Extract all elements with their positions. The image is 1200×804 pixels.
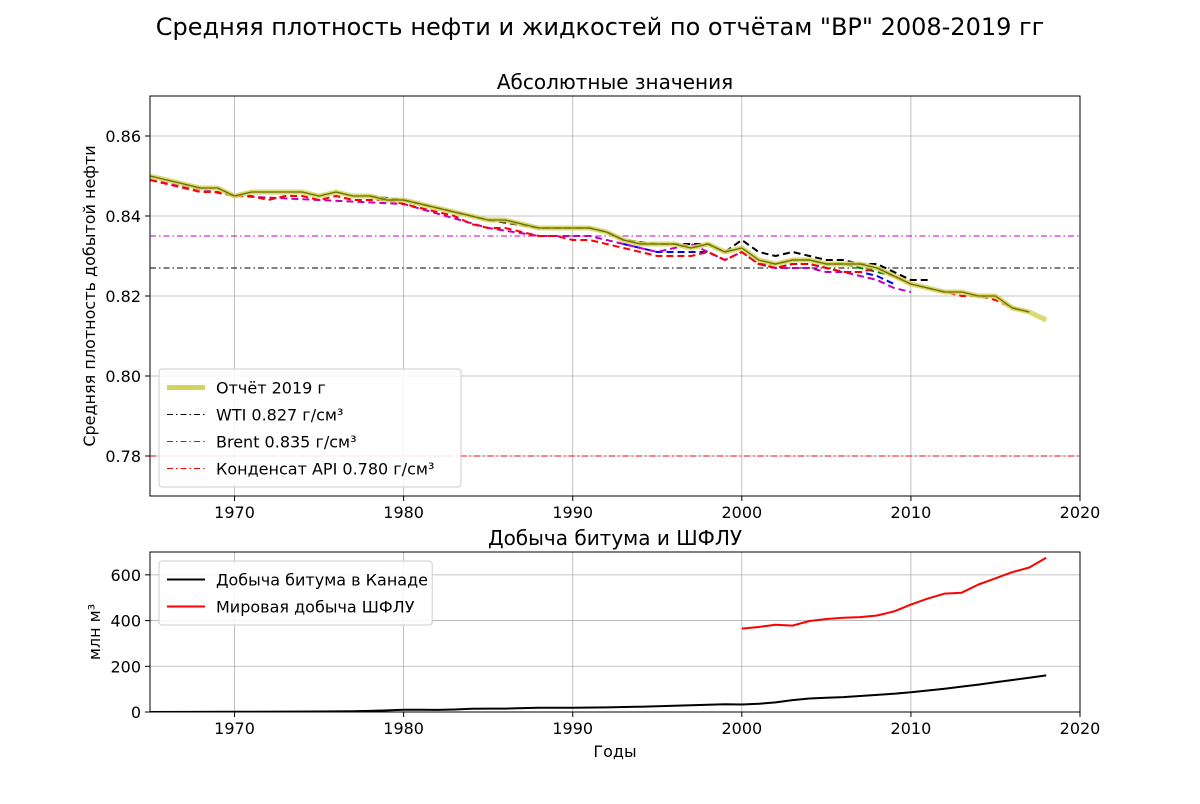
legend: Отчёт 2019 г WTI 0.827 г/см³ Brent 0.835 г… <box>158 368 462 488</box>
series-line-7 <box>150 175 1030 313</box>
x-tick-label: 2010 <box>891 503 932 522</box>
x-tick-label: 1990 <box>552 719 593 738</box>
legend-label: Отчёт 2019 г <box>216 379 326 398</box>
y-tick-label: 0.86 <box>105 127 141 146</box>
legend-label: Конденсат API 0.780 г/см³ <box>216 460 434 479</box>
chart-panel-1: 1970 1980 1990 2000 2010 2020 0.78 0.80 0.82 0.84… <box>80 70 1100 522</box>
x-tick-label: 1980 <box>383 503 424 522</box>
legend-label: WTI 0.827 г/см³ <box>216 406 343 425</box>
tick-labels: 1970 1980 1990 2000 2010 2020 0.78 0.80 0.82 0.84… <box>105 127 1100 522</box>
series-line-1 <box>150 674 1047 712</box>
legend-label: Brent 0.835 г/см³ <box>216 433 357 452</box>
x-tick-label: 1990 <box>552 503 593 522</box>
x-tick-label: 1980 <box>383 719 424 738</box>
plot-area <box>150 556 1047 712</box>
plot-area <box>150 173 1080 457</box>
x-tick-label: 1970 <box>214 719 255 738</box>
y-tick-label: 200 <box>110 657 141 676</box>
chart-panel-2: 1970 1980 1990 2000 2010 2020 0 200 400 600 Добыча… <box>85 526 1100 761</box>
y-tick-label: 600 <box>110 566 141 585</box>
x-tick-label: 1970 <box>214 503 255 522</box>
x-tick-label: 2020 <box>1060 503 1101 522</box>
legend-label: Добыча битума в Канаде <box>216 571 428 590</box>
legend-box <box>158 560 433 626</box>
x-tick-label: 2000 <box>721 503 762 522</box>
y-axis-label: Средняя плотность добытой нефти <box>80 145 99 446</box>
y-tick-label: 400 <box>110 612 141 631</box>
x-tick-label: 2020 <box>1060 719 1101 738</box>
figure-title: Средняя плотность нефти и жидкостей по о… <box>156 13 1044 41</box>
x-tick-label: 2010 <box>891 719 932 738</box>
y-tick-label: 0.84 <box>105 207 141 226</box>
y-tick-label: 0 <box>131 703 141 722</box>
x-axis-label: Годы <box>593 742 636 761</box>
chart-title: Добыча битума и ШФЛУ <box>488 526 742 550</box>
legend-label: Мировая добыча ШФЛУ <box>216 598 415 617</box>
legend-box <box>158 368 462 488</box>
x-tick-label: 2000 <box>721 719 762 738</box>
y-axis-label: млн м³ <box>85 604 104 660</box>
axes-frame <box>149 551 1081 713</box>
series-line-2 <box>741 556 1047 630</box>
y-tick-label: 0.80 <box>105 367 141 386</box>
tick-labels: 1970 1980 1990 2000 2010 2020 0 200 400 600 <box>110 566 1100 738</box>
y-tick-label: 0.78 <box>105 447 141 466</box>
series-line-5 <box>150 179 1030 313</box>
chart-title: Абсолютные значения <box>497 70 733 94</box>
y-tick-label: 0.82 <box>105 287 141 306</box>
legend: Добыча битума в Канаде Мировая добыча ШФЛ… <box>158 560 433 626</box>
